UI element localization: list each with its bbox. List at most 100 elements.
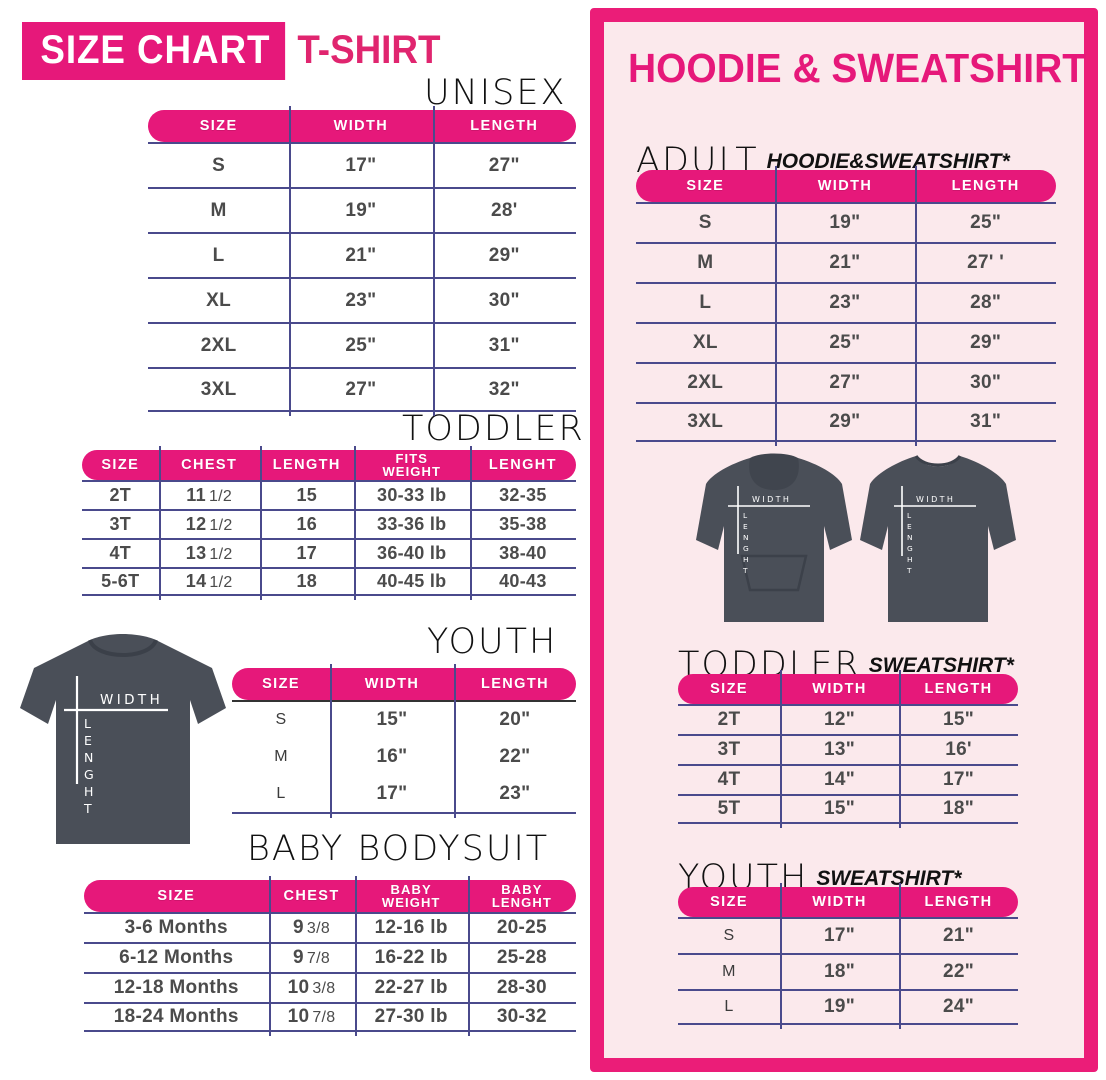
right-panel-title: HOODIE & SWEATSHIRT <box>628 45 1087 91</box>
cell-value: 30" <box>970 372 1002 393</box>
table-header-row: SIZE WIDTH LENGTH <box>148 110 576 142</box>
page-title: SIZE CHART T-SHIRT <box>22 22 454 80</box>
cell-value: 20-25 <box>496 917 547 938</box>
svg-text:H: H <box>907 555 913 564</box>
table-row: 5-6T 14 1/2 18 40-45 lb 40-43 <box>82 567 576 596</box>
column-header: WIDTH <box>812 680 867 697</box>
table-row: 6-12 Months 9 7/8 16-22 lb 25-28 <box>84 942 576 972</box>
section-heading-youth-sweatshirt-sub: SWEATSHIRT* <box>816 867 962 890</box>
cell-value: 18" <box>823 961 856 982</box>
cell-value: 30-32 <box>496 1006 547 1027</box>
table-row: M 16" 22" <box>232 738 576 776</box>
column-divider <box>915 166 917 446</box>
svg-text:G: G <box>907 544 913 553</box>
cell-size: S <box>698 212 712 233</box>
cell-size: 4T <box>717 769 741 790</box>
cell-size: L <box>699 292 712 313</box>
table-row: 2XL 25" 31" <box>148 322 576 367</box>
section-heading-youth: YOUTH <box>427 622 558 662</box>
cell-value: 19" <box>345 199 377 221</box>
tshirt-illustration: WIDTH L E N G H T <box>12 632 234 850</box>
cell-value: 17" <box>376 783 408 804</box>
cell-value: 20" <box>499 709 531 730</box>
cell-size: L <box>724 998 734 1015</box>
table-body: S 17" 27" M 19" 28' L 21" 29" XL 23" 30" 2XL 25" 31" 3X… <box>148 142 576 412</box>
cell-value: 23" <box>345 289 377 311</box>
cell-value: 22" <box>942 961 975 982</box>
cell-value: 19" <box>829 212 861 233</box>
table-row: 3XL 29" 31" <box>636 402 1056 442</box>
cell-value: 15" <box>376 709 408 730</box>
section-heading-toddler: TODDLER <box>402 409 585 449</box>
cell-size: XL <box>206 289 232 311</box>
svg-text:N: N <box>907 533 913 542</box>
cell-value: 19" <box>823 996 856 1017</box>
cell-value: 18" <box>942 798 975 819</box>
cell-size: 2XL <box>687 372 724 393</box>
cell-value: 16" <box>376 746 408 767</box>
column-header: FITS WEIGHT <box>382 450 442 479</box>
table-body: 3-6 Months 9 3/8 12-16 lb 20-25 6-12 Months 9 7… <box>84 912 576 1032</box>
cell-value: 14 1/2 <box>185 571 233 591</box>
column-divider <box>780 670 782 828</box>
svg-text:L: L <box>84 716 91 731</box>
cell-value: 29" <box>488 244 520 266</box>
section-heading-toddler-sweatshirt-sub: SWEATSHIRT* <box>868 654 1014 677</box>
table-body: S 17" 21" M 18" 22" L 19" 24" <box>678 917 1018 1025</box>
table-body: S 15" 20" M 16" 22" L 17" 23" <box>232 700 576 814</box>
cell-size: 5T <box>717 798 741 819</box>
column-header: LENGTH <box>951 177 1020 194</box>
cell-value: 17 <box>296 543 318 563</box>
table-row: L 19" 24" <box>678 989 1018 1025</box>
cell-value: 17" <box>345 154 377 176</box>
table-row: S 17" 27" <box>148 142 576 187</box>
cell-size: M <box>697 252 714 273</box>
table-row: XL 25" 29" <box>636 322 1056 362</box>
cell-value: 22-27 lb <box>374 977 448 998</box>
column-divider <box>899 883 901 1029</box>
table-toddler-sweatshirt: SIZE WIDTH LENGTH 2T 12" 15" 3T 13" 16' 4T 14" 17" 5… <box>678 670 1018 828</box>
cell-value: 12" <box>823 709 856 730</box>
table-row: 3XL 27" 32" <box>148 367 576 412</box>
table-row: L 23" 28" <box>636 282 1056 322</box>
table-youth-sweatshirt: SIZE WIDTH LENGTH S 17" 21" M 18" 22" L 19" 24" <box>678 883 1018 1029</box>
cell-value: 24" <box>942 996 975 1017</box>
cell-size: 6-12 Months <box>119 947 234 968</box>
column-header: WIDTH <box>812 893 867 910</box>
cell-value: 12-16 lb <box>374 917 448 938</box>
cell-value: 25-28 <box>496 947 547 968</box>
cell-size: M <box>722 963 736 980</box>
cell-size: XL <box>692 332 718 353</box>
section-heading-unisex: UNISEX <box>424 73 567 113</box>
cell-size: 3XL <box>200 378 237 400</box>
cell-value: 16 <box>296 514 318 534</box>
cell-value: 35-38 <box>499 514 547 534</box>
table-row: 3T 13" 16' <box>678 734 1018 764</box>
cell-value: 9 3/8 <box>293 917 331 938</box>
svg-text:E: E <box>84 733 92 748</box>
cell-value: 15" <box>823 798 856 819</box>
table-body: 2T 11 1/2 15 30-33 lb 32-35 3T 12 1/2 16 33-36 lb 3… <box>82 480 576 596</box>
table-row: S 19" 25" <box>636 202 1056 242</box>
cell-value: 28-30 <box>496 977 547 998</box>
column-header: LENGTH <box>924 680 993 697</box>
cell-size: 18-24 Months <box>113 1006 239 1027</box>
svg-text:N: N <box>743 533 749 542</box>
cell-value: 13 1/2 <box>185 543 233 563</box>
column-divider <box>260 446 262 600</box>
column-divider <box>330 664 332 818</box>
cell-value: 21" <box>829 252 861 273</box>
column-divider <box>454 664 456 818</box>
svg-text:T: T <box>742 566 748 575</box>
column-header: BABY WEIGHT <box>381 881 441 910</box>
column-header: LENGTH <box>480 675 549 692</box>
cell-value: 40-43 <box>499 571 547 591</box>
column-header: SIZE <box>101 456 140 473</box>
cell-value: 21" <box>345 244 377 266</box>
cell-size: 12-18 Months <box>113 977 239 998</box>
cell-value: 32-35 <box>499 485 547 505</box>
cell-size: S <box>212 154 226 176</box>
column-header: SIZE <box>157 887 196 904</box>
svg-text:E: E <box>743 522 748 531</box>
cell-value: 25" <box>970 212 1002 233</box>
